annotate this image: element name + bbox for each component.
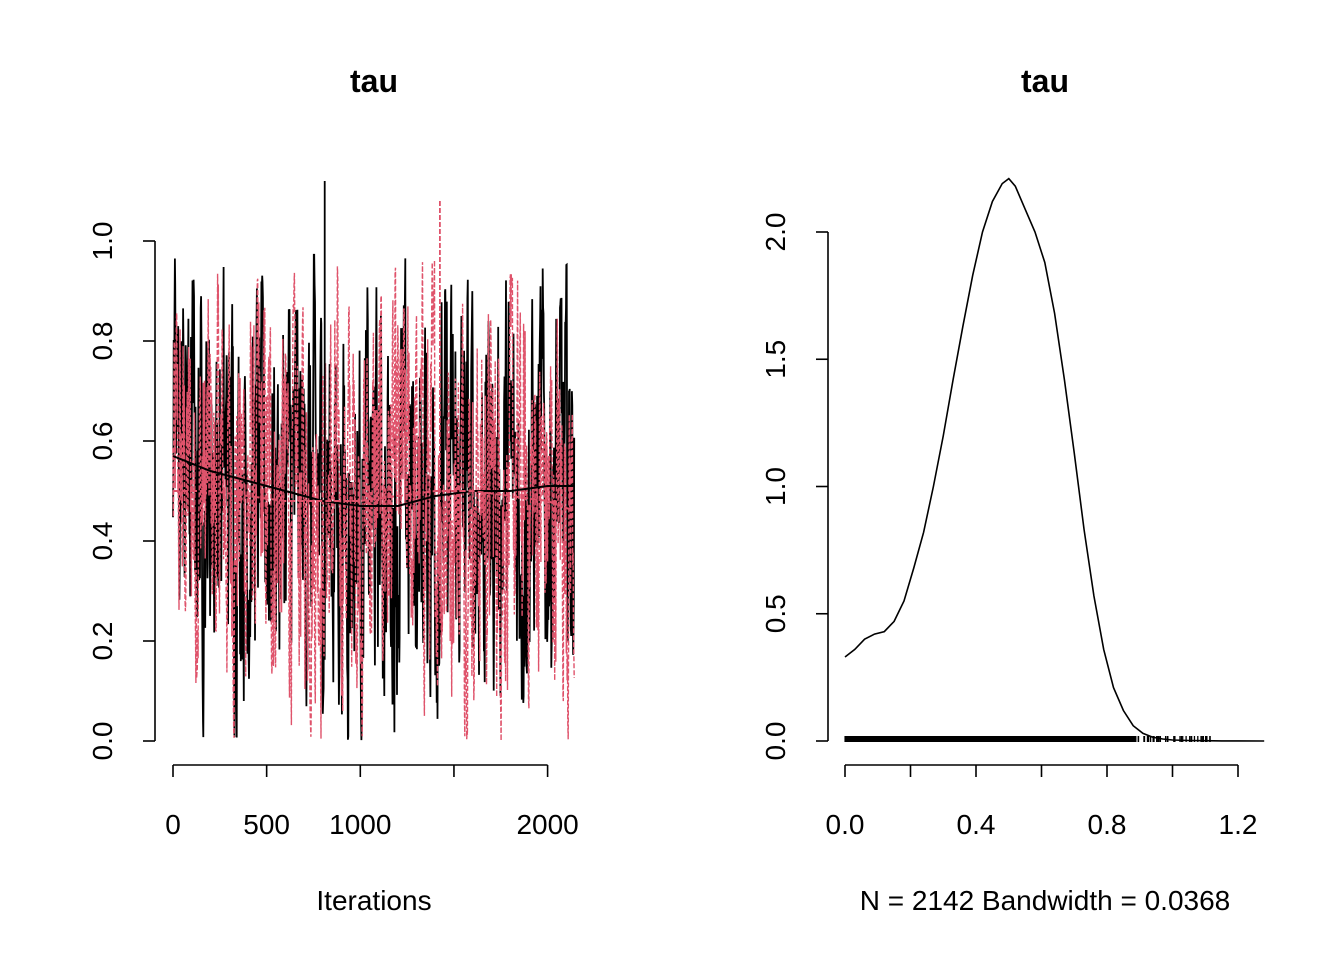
trace-y-tick-label: 0.8 <box>87 322 118 361</box>
trace-chain-2-line <box>172 260 575 741</box>
density-x-axis-label: N = 2142 Bandwidth = 0.0368 <box>860 885 1231 916</box>
density-y-axis: 0.0 0.5 1.0 1.5 2.0 <box>760 213 829 761</box>
trace-y-tick-label: 0.2 <box>87 622 118 661</box>
density-x-tick-label: 1.2 <box>1219 809 1258 840</box>
density-x-tick-label: 0.8 <box>1088 809 1127 840</box>
trace-plot-title: tau <box>350 63 398 99</box>
trace-series-group <box>172 181 576 741</box>
trace-y-tick-label: 1.0 <box>87 222 118 261</box>
density-x-tick-label: 0.4 <box>957 809 996 840</box>
density-x-axis: 0.0 0.4 0.8 1.2 <box>826 764 1258 840</box>
trace-x-tick-label: 2000 <box>516 809 578 840</box>
trace-x-tick-label: 0 <box>165 809 181 840</box>
density-rug <box>844 736 1211 742</box>
density-plot-panel: tau 0.0 0.4 0.8 1.2 0.0 0.5 1.0 1.5 2.0 N = 214… <box>760 63 1265 916</box>
density-x-tick-label: 0.0 <box>826 809 865 840</box>
trace-x-axis-label: Iterations <box>316 885 431 916</box>
trace-y-tick-label: 0.6 <box>87 422 118 461</box>
density-y-tick-label: 0.5 <box>760 594 791 633</box>
trace-chain-2-smooth <box>173 490 575 512</box>
trace-y-tick-label: 0.4 <box>87 522 118 561</box>
trace-plot-panel: tau 0 500 1000 2000 0.0 0.2 0.4 0.6 0.8 1.0 Iter… <box>87 63 579 916</box>
density-curve <box>844 177 1265 742</box>
trace-x-tick-label: 1000 <box>329 809 391 840</box>
density-y-tick-label: 1.0 <box>760 467 791 506</box>
density-y-tick-label: 2.0 <box>760 213 791 252</box>
trace-x-tick-label: 500 <box>243 809 290 840</box>
density-y-tick-label: 1.5 <box>760 340 791 379</box>
trace-x-axis: 0 500 1000 2000 <box>165 764 579 840</box>
density-rug-band <box>845 736 1137 742</box>
density-y-tick-label: 0.0 <box>760 722 791 761</box>
trace-y-tick-label: 0.0 <box>87 722 118 761</box>
trace-y-axis: 0.0 0.2 0.4 0.6 0.8 1.0 <box>87 222 156 761</box>
trace-chain-1-smooth <box>172 455 574 507</box>
density-plot-title: tau <box>1021 63 1069 99</box>
